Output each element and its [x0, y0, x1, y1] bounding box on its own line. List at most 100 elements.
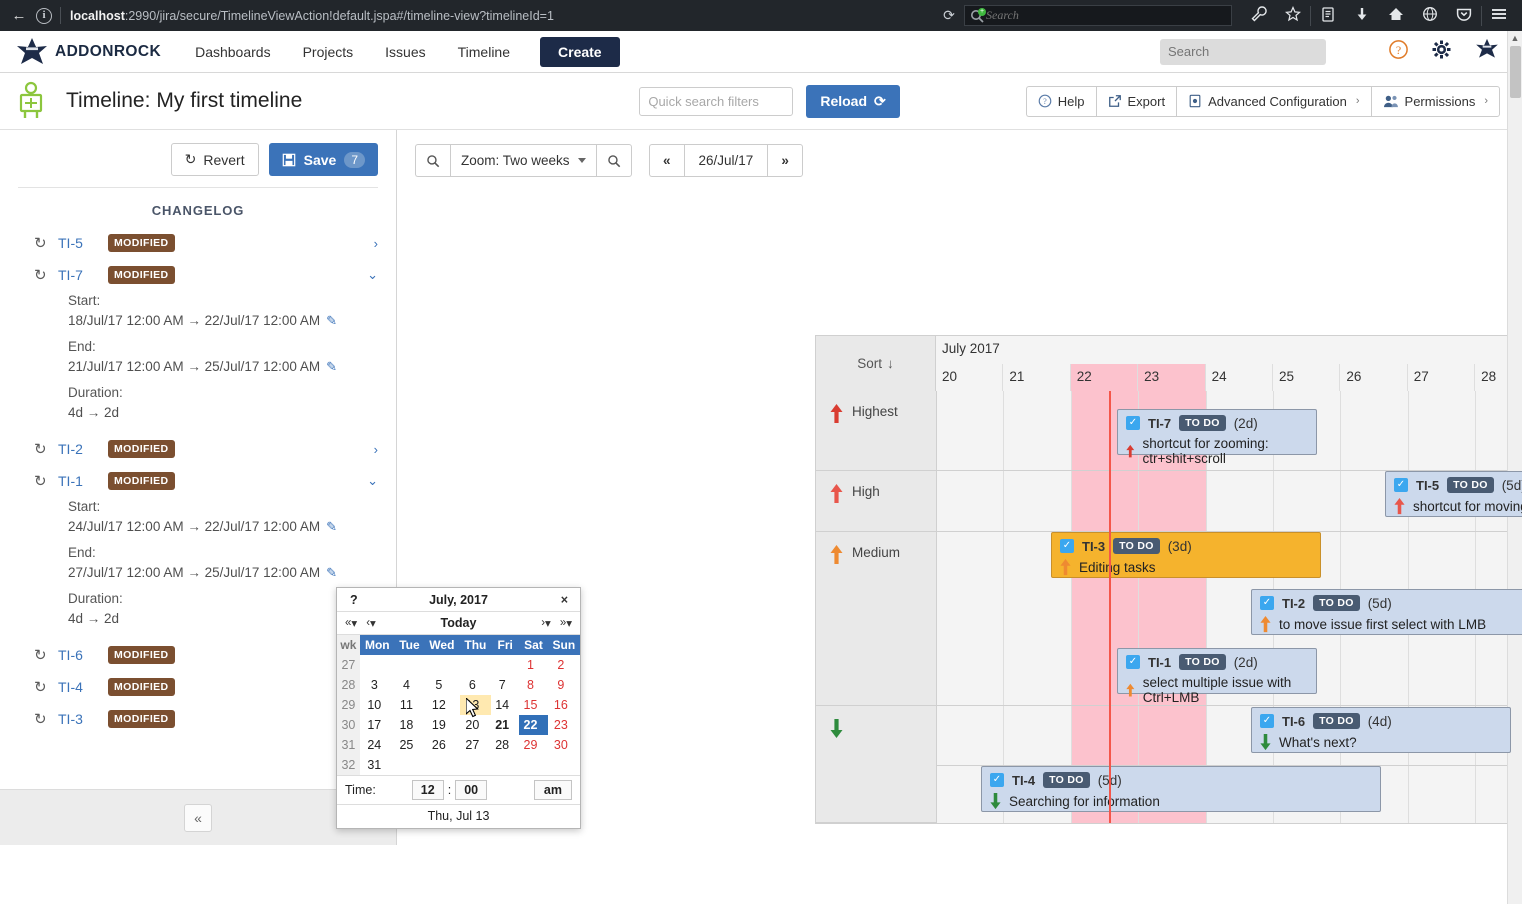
week-number[interactable]: 32 [337, 755, 360, 775]
save-button[interactable]: Save 7 [268, 143, 378, 176]
zoom-in-button[interactable] [596, 144, 632, 177]
url-bar[interactable]: localhost:2990/jira/secure/TimelineViewA… [70, 9, 934, 23]
undo-icon[interactable]: ↻ [34, 647, 47, 664]
calendar-day-5[interactable]: 5 [435, 678, 443, 692]
changelog-row-ti7[interactable]: ↻ TI-7 MODIFIED ⌄ [0, 259, 396, 291]
task-checkbox[interactable]: ✓ [1394, 478, 1408, 492]
undo-icon[interactable]: ↻ [34, 679, 47, 696]
changelog-key[interactable]: TI-6 [58, 647, 83, 663]
undo-icon[interactable]: ↻ [34, 441, 47, 458]
task-bar-ti7[interactable]: ✓ TI-7 TO DO (2d) shortcut for zooming: … [1117, 409, 1317, 466]
calendar-day-17[interactable]: 17 [367, 718, 382, 732]
first-year-button[interactable]: « [345, 617, 352, 629]
back-arrow-icon[interactable]: ← [11, 7, 27, 24]
changelog-row-ti4[interactable]: ↻ TI-4 MODIFIED [0, 671, 396, 703]
changelog-key[interactable]: TI-3 [58, 711, 83, 727]
current-date-button[interactable]: 26/Jul/17 [683, 144, 768, 177]
calendar-day-20[interactable]: 20 [465, 718, 480, 732]
calendar-day-21[interactable]: 21 [495, 718, 510, 732]
scrollbar-thumb[interactable] [1510, 46, 1521, 98]
home-icon[interactable] [1379, 6, 1413, 25]
task-checkbox[interactable]: ✓ [1260, 714, 1274, 728]
task-key[interactable]: TI-1 [1148, 654, 1172, 670]
nav-timeline[interactable]: Timeline [457, 43, 511, 60]
quick-search-input[interactable] [639, 86, 794, 116]
calendar-day-23[interactable]: 23 [553, 718, 568, 732]
task-key[interactable]: TI-2 [1282, 595, 1306, 611]
prev-period-button[interactable]: « [649, 144, 684, 177]
edit-pencil-icon[interactable]: ✎ [326, 519, 338, 534]
week-number[interactable]: 30 [337, 715, 360, 735]
task-key[interactable]: TI-6 [1282, 713, 1306, 729]
task-bar-ti3[interactable]: ✓ TI-3 TO DO (3d) Editing tasks [1051, 532, 1321, 578]
changelog-key[interactable]: TI-2 [58, 441, 83, 457]
task-checkbox[interactable]: ✓ [1126, 416, 1140, 430]
calendar-day-25[interactable]: 25 [399, 738, 414, 752]
clipboard-icon[interactable] [1311, 6, 1345, 25]
edit-pencil-icon[interactable]: ✎ [326, 565, 338, 580]
close-icon[interactable]: × [560, 592, 568, 607]
app-logo[interactable]: ADDONROCK [14, 37, 161, 66]
task-checkbox[interactable]: ✓ [1260, 596, 1274, 610]
scroll-up-arrow-icon[interactable]: ▲ [1510, 33, 1520, 43]
next-month-caret[interactable]: ▾ [545, 618, 551, 630]
calendar-day-22[interactable]: 22 [519, 715, 548, 735]
week-number[interactable]: 28 [337, 675, 360, 695]
next-year-caret[interactable]: ▾ [566, 618, 572, 630]
ampm-toggle[interactable]: am [533, 780, 572, 800]
hour-field[interactable]: 12 [411, 780, 444, 800]
calendar-day-26[interactable]: 26 [431, 738, 446, 752]
task-key[interactable]: TI-4 [1012, 772, 1036, 788]
advanced-configuration-button[interactable]: Advanced Configuration › [1176, 85, 1371, 117]
changelog-key[interactable]: TI-7 [58, 267, 83, 283]
task-checkbox[interactable]: ✓ [1126, 655, 1140, 669]
calendar-day-27[interactable]: 27 [465, 738, 480, 752]
calendar-day-31[interactable]: 31 [367, 758, 382, 772]
help-icon[interactable]: ? [350, 592, 358, 607]
wrench-icon[interactable] [1242, 6, 1276, 25]
changelog-key[interactable]: TI-5 [58, 235, 83, 251]
globe-icon[interactable] [1413, 6, 1447, 25]
calendar-day-14[interactable]: 14 [495, 698, 510, 712]
jira-search-input[interactable] [1168, 44, 1344, 59]
changelog-key[interactable]: TI-4 [58, 679, 83, 695]
chevron-right-icon[interactable]: › [373, 441, 378, 457]
calendar-day-8[interactable]: 8 [527, 678, 534, 692]
calendar-day-28[interactable]: 28 [495, 738, 510, 752]
calendar-day-2[interactable]: 2 [557, 658, 565, 672]
chevron-down-icon[interactable]: ⌄ [367, 267, 378, 282]
sort-button[interactable]: Sort ↓ [816, 336, 936, 391]
help-circle-icon[interactable]: ? [1388, 39, 1409, 65]
calendar-day-19[interactable]: 19 [431, 718, 446, 732]
page-scrollbar[interactable]: ▲ [1507, 31, 1522, 904]
user-avatar-icon[interactable] [1474, 38, 1500, 65]
undo-icon[interactable]: ↻ [34, 711, 47, 728]
task-bar-ti6[interactable]: ✓ TI-6 TO DO (4d) What's next? [1251, 707, 1511, 753]
undo-icon[interactable]: ↻ [34, 235, 47, 252]
task-bar-ti2[interactable]: ✓ TI-2 TO DO (5d) to move issue first se… [1251, 589, 1522, 635]
task-key[interactable]: TI-3 [1082, 538, 1106, 554]
today-button[interactable]: Today [440, 616, 477, 630]
calendar-day-11[interactable]: 11 [399, 698, 413, 712]
browser-search-box[interactable]: + [964, 5, 1232, 26]
calendar-day-10[interactable]: 10 [367, 698, 382, 712]
nav-issues[interactable]: Issues [385, 43, 426, 60]
site-info-icon[interactable]: i [36, 7, 52, 24]
week-number[interactable]: 27 [337, 655, 360, 675]
chevron-right-icon[interactable]: › [373, 235, 378, 251]
calendar-day-1[interactable]: 1 [527, 658, 534, 672]
reload-icon[interactable]: ⟳ [943, 7, 955, 23]
gear-icon[interactable] [1431, 39, 1452, 65]
zoom-level-select[interactable]: Zoom: Two weeks [450, 144, 596, 177]
task-checkbox[interactable]: ✓ [1060, 539, 1074, 553]
prev-month-button[interactable]: ‹ [366, 617, 371, 629]
calendar-day-18[interactable]: 18 [399, 718, 414, 732]
week-number[interactable]: 29 [337, 695, 360, 715]
reload-button[interactable]: Reload ⟳ [806, 84, 900, 118]
week-number[interactable]: 31 [337, 735, 360, 755]
task-checkbox[interactable]: ✓ [990, 773, 1004, 787]
create-button[interactable]: Create [540, 36, 620, 67]
zoom-out-button[interactable] [415, 144, 450, 177]
calendar-day-4[interactable]: 4 [402, 678, 410, 692]
prev-month-caret[interactable]: ▾ [370, 618, 376, 630]
